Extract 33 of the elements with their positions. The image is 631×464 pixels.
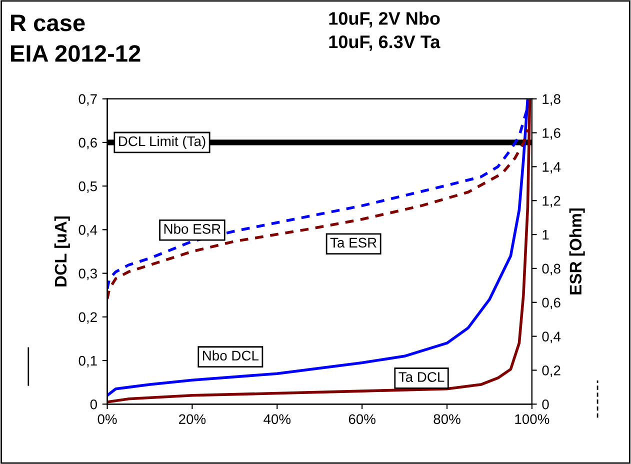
y-tick-label: 0,6 (78, 138, 97, 150)
x-tick-label: 40% (264, 414, 291, 424)
ref-line-label: DCL Limit (Ta) (119, 136, 206, 149)
series-label: Nbo DCL (203, 350, 259, 361)
series-label: Ta ESR (330, 238, 376, 248)
y2-tick-label: 0,4 (542, 332, 561, 344)
series-label: Ta DCL (398, 372, 444, 382)
chart-title: R case EIA 2012-12 (11, 14, 140, 62)
x-tick-label: 20% (179, 414, 206, 424)
y-tick-label: 0,3 (78, 268, 97, 280)
y-axis-title: DCL [uA] (54, 216, 70, 286)
x-tick-label: 60% (348, 414, 376, 424)
y2-tick-label: 0 (542, 399, 549, 410)
x-tick-label: 100% (515, 414, 550, 424)
y-tick-label: 0,1 (78, 356, 97, 368)
y2-tick-label: 0,6 (542, 298, 560, 310)
y-tick-label: 0,4 (78, 225, 98, 236)
series-label: Nbo ESR (164, 224, 221, 234)
y-tick-label: 0,7 (78, 94, 97, 106)
y2-tick-label: 1,4 (542, 162, 561, 174)
y-tick-label: 0 (90, 399, 98, 410)
y2-axis-title: ESR [Ohm] (569, 208, 585, 294)
y-tick-label: 0,2 (78, 312, 97, 324)
chart-subtitle: 10uF, 2V Nbo 10uF, 6.3V Ta (329, 12, 440, 51)
y2-tick-label: 1,8 (542, 94, 560, 106)
y2-tick-label: 1,2 (542, 196, 560, 208)
y2-tick-label: 0,2 (542, 366, 560, 378)
y2-tick-label: 1 (542, 230, 549, 240)
y2-tick-label: 0,8 (542, 264, 560, 276)
x-tick-label: 0% (98, 414, 117, 424)
y-tick-label: 0,5 (78, 181, 97, 193)
x-tick-label: 80% (434, 414, 460, 424)
y2-tick-label: 1,6 (542, 128, 560, 140)
